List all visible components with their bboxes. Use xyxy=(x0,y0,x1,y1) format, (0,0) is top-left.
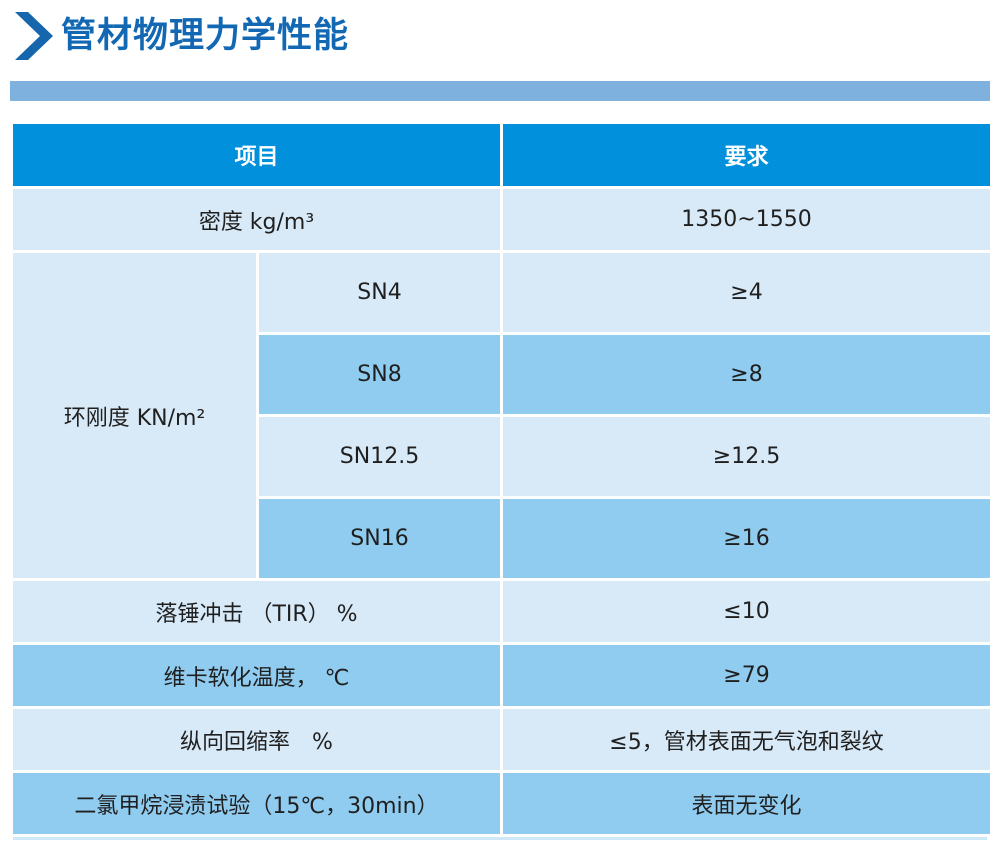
table-bottom-trim xyxy=(13,837,987,840)
dcm-test-item: 二氯甲烷浸渍试验（15℃，30min） xyxy=(9,770,504,837)
drop-impact-item: 落锤冲击 （TIR） % xyxy=(9,578,504,645)
sn125-grade: SN12.5 xyxy=(255,414,504,499)
sn125-value: ≥12.5 xyxy=(500,414,994,499)
row-longitudinal-reversion: 纵向回缩率 % ≤5，管材表面无气泡和裂纹 xyxy=(9,706,994,773)
row-ring-stiffness-sn4: 环刚度 KN/m² SN4 ≥4 xyxy=(10,250,994,581)
vicat-item: 维卡软化温度， ℃ xyxy=(9,642,504,709)
row-dichloromethane-test: 二氯甲烷浸渍试验（15℃，30min） 表面无变化 xyxy=(9,770,994,837)
ring-stiffness-label: 环刚度 KN/m² xyxy=(10,250,259,581)
sn16-value: ≥16 xyxy=(500,496,994,581)
row-ring-stiffness-sn16: SN16 ≥16 xyxy=(12,496,994,581)
sn8-grade: SN8 xyxy=(255,332,504,417)
page-title: 管材物理力学性能 xyxy=(61,16,350,56)
sn16-grade: SN16 xyxy=(255,496,504,581)
chevron-right-icon xyxy=(15,12,53,60)
dcm-test-value: 表面无变化 xyxy=(500,770,994,837)
row-drop-impact: 落锤冲击 （TIR） % ≤10 xyxy=(9,578,994,645)
drop-impact-value: ≤10 xyxy=(500,578,994,645)
title-section: 管材物理力学性能 xyxy=(15,12,349,60)
row-vicat-softening: 维卡软化温度， ℃ ≥79 xyxy=(9,642,994,709)
density-item: 密度 kg/m³ xyxy=(9,186,504,253)
row-ring-stiffness-sn8: SN8 ≥8 xyxy=(12,332,994,417)
density-value: 1350~1550 xyxy=(500,186,994,253)
row-density: 密度 kg/m³ 1350~1550 xyxy=(9,186,994,253)
vicat-value: ≥79 xyxy=(500,642,994,709)
row-ring-stiffness-sn125: SN12.5 ≥12.5 xyxy=(12,414,994,499)
header-item: 项目 xyxy=(9,121,504,189)
sn8-value: ≥8 xyxy=(500,332,994,417)
table-header-row: 项目 要求 xyxy=(9,121,994,189)
header-requirement: 要求 xyxy=(500,121,994,189)
divider-bar xyxy=(10,81,990,101)
reversion-value: ≤5，管材表面无气泡和裂纹 xyxy=(500,706,994,773)
sn4-value: ≥4 xyxy=(500,250,994,335)
table-wrap: 项目 要求 密度 kg/m³ 1350~1550 环刚度 KN/m² SN4 ≥… xyxy=(9,121,994,840)
properties-table: 项目 要求 密度 kg/m³ 1350~1550 环刚度 KN/m² SN4 ≥… xyxy=(9,121,994,837)
reversion-item: 纵向回缩率 % xyxy=(9,706,504,773)
sn4-grade: SN4 xyxy=(255,250,504,335)
